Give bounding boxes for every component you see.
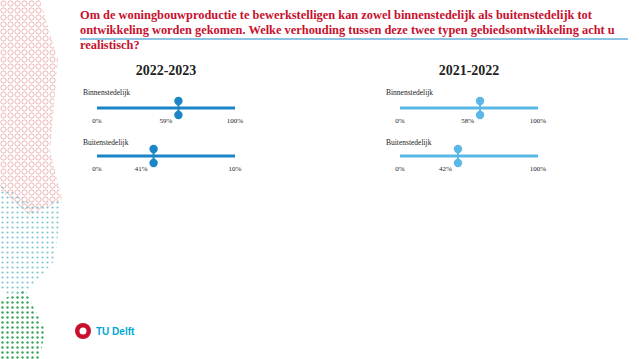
knob-top bbox=[454, 145, 462, 153]
knob-bottom bbox=[149, 159, 157, 167]
canvas: 2022-2023 Binnenstedelijk 0% 100% 59% Buitens… bbox=[0, 0, 639, 359]
title: Om de woningbouwproductie te bewerkstell… bbox=[80, 8, 628, 53]
marks bbox=[174, 97, 182, 119]
track bbox=[400, 155, 538, 158]
tick-label: 0% bbox=[395, 117, 405, 125]
tick-label: 0% bbox=[92, 165, 102, 173]
row-label: Binnenstedelijk bbox=[386, 88, 433, 97]
knob bbox=[476, 97, 484, 119]
decor-teal bbox=[0, 185, 62, 300]
knob-top bbox=[149, 145, 157, 153]
slider: Buitenstedelijk 0% 100% 42% bbox=[386, 138, 546, 173]
decor-green bbox=[0, 290, 45, 359]
tick-label: 100% bbox=[227, 117, 244, 125]
row-label: Buitenstedelijk bbox=[83, 138, 129, 147]
panel-title: 2022-2023 bbox=[136, 63, 197, 78]
track bbox=[97, 107, 235, 110]
marks bbox=[476, 97, 484, 119]
decor-red bbox=[0, 0, 62, 215]
knob-bottom bbox=[454, 159, 462, 167]
value-label: 41% bbox=[135, 165, 148, 173]
tick-label: 100% bbox=[530, 165, 547, 173]
knob-bottom bbox=[476, 111, 484, 119]
slider: 2021-2022 Binnenstedelijk 0% 100% 58% bbox=[386, 63, 546, 125]
marks bbox=[454, 145, 462, 167]
logo-text: TU Delft bbox=[96, 326, 135, 337]
value-label: 59% bbox=[160, 117, 173, 125]
knob bbox=[454, 145, 462, 167]
annotation: 10% bbox=[229, 165, 242, 173]
tick-label: 0% bbox=[92, 117, 102, 125]
marks bbox=[149, 145, 157, 167]
track bbox=[400, 107, 538, 110]
knob-top bbox=[476, 97, 484, 105]
value-label: 42% bbox=[439, 165, 452, 173]
logo-inner bbox=[80, 328, 87, 335]
panel-title: 2021-2022 bbox=[439, 63, 500, 78]
title-rule bbox=[80, 38, 628, 39]
knob-top bbox=[174, 97, 182, 105]
tick-label: 0% bbox=[395, 165, 405, 173]
row-label: Binnenstedelijk bbox=[83, 88, 130, 97]
knob bbox=[174, 97, 182, 119]
slide: Om de woningbouwproductie te bewerkstell… bbox=[0, 0, 639, 359]
knob bbox=[149, 145, 157, 167]
knob-bottom bbox=[174, 111, 182, 119]
value-label: 58% bbox=[461, 117, 474, 125]
logo-circle bbox=[75, 323, 91, 339]
tick-label: 100% bbox=[530, 117, 547, 125]
slider: Buitenstedelijk 0% 10% 41% bbox=[83, 138, 242, 173]
slider: 2022-2023 Binnenstedelijk 0% 100% 59% bbox=[83, 63, 243, 125]
row-label: Buitenstedelijk bbox=[386, 138, 432, 147]
track bbox=[97, 155, 235, 158]
